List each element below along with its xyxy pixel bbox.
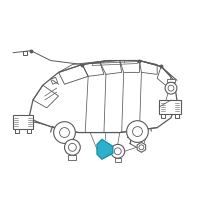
Polygon shape [68,155,76,160]
Circle shape [54,122,75,143]
Polygon shape [159,100,181,114]
Polygon shape [27,129,31,133]
Polygon shape [137,142,146,152]
Polygon shape [115,158,121,162]
Polygon shape [15,129,19,133]
Polygon shape [97,139,113,159]
Polygon shape [13,115,33,129]
Circle shape [127,121,148,142]
Polygon shape [175,114,179,118]
Polygon shape [161,114,165,118]
Circle shape [165,82,177,94]
Polygon shape [29,61,177,133]
Polygon shape [167,79,175,82]
Circle shape [111,144,125,158]
Circle shape [64,139,80,155]
